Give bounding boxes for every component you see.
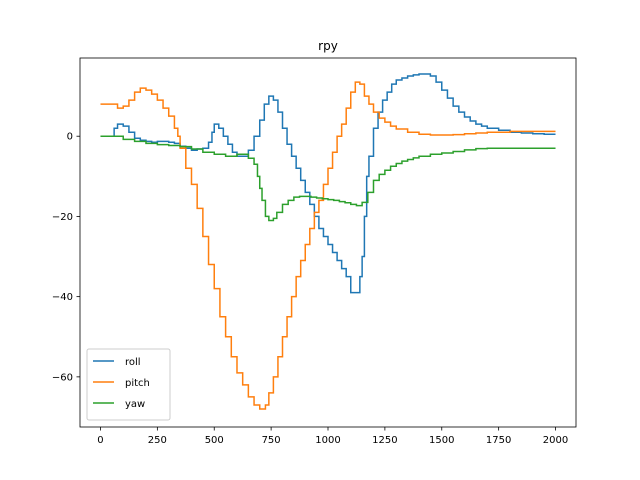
legend-label-pitch: pitch: [125, 378, 150, 389]
y-tick-label: −40: [52, 292, 73, 303]
x-tick-label: 250: [148, 435, 167, 446]
x-tick-label: 1000: [315, 435, 340, 446]
chart-title: rpy: [318, 39, 338, 53]
axes-layer: 0 250 500 750 1000 1250 1500 1750 2000 −60 −40 −20 0: [52, 57, 577, 446]
y-tick-label: −60: [52, 372, 73, 383]
legend: roll pitch yaw: [86, 348, 171, 421]
y-tick-label: 0: [67, 132, 73, 143]
x-tick-label: 1500: [429, 435, 454, 446]
x-tick-label: 2000: [543, 435, 568, 446]
legend-label-roll: roll: [125, 357, 141, 368]
x-tick-label: 1750: [486, 435, 511, 446]
x-tick-label: 750: [262, 435, 281, 446]
series-line-pitch: [100, 81, 556, 410]
y-tick-label: −20: [52, 212, 73, 223]
series-layer: [100, 73, 556, 410]
x-tick-label: 500: [205, 435, 224, 446]
x-tick-label: 0: [97, 435, 103, 446]
x-tick-label: 1250: [372, 435, 397, 446]
series-line-yaw: [100, 135, 556, 222]
legend-label-yaw: yaw: [125, 399, 145, 410]
